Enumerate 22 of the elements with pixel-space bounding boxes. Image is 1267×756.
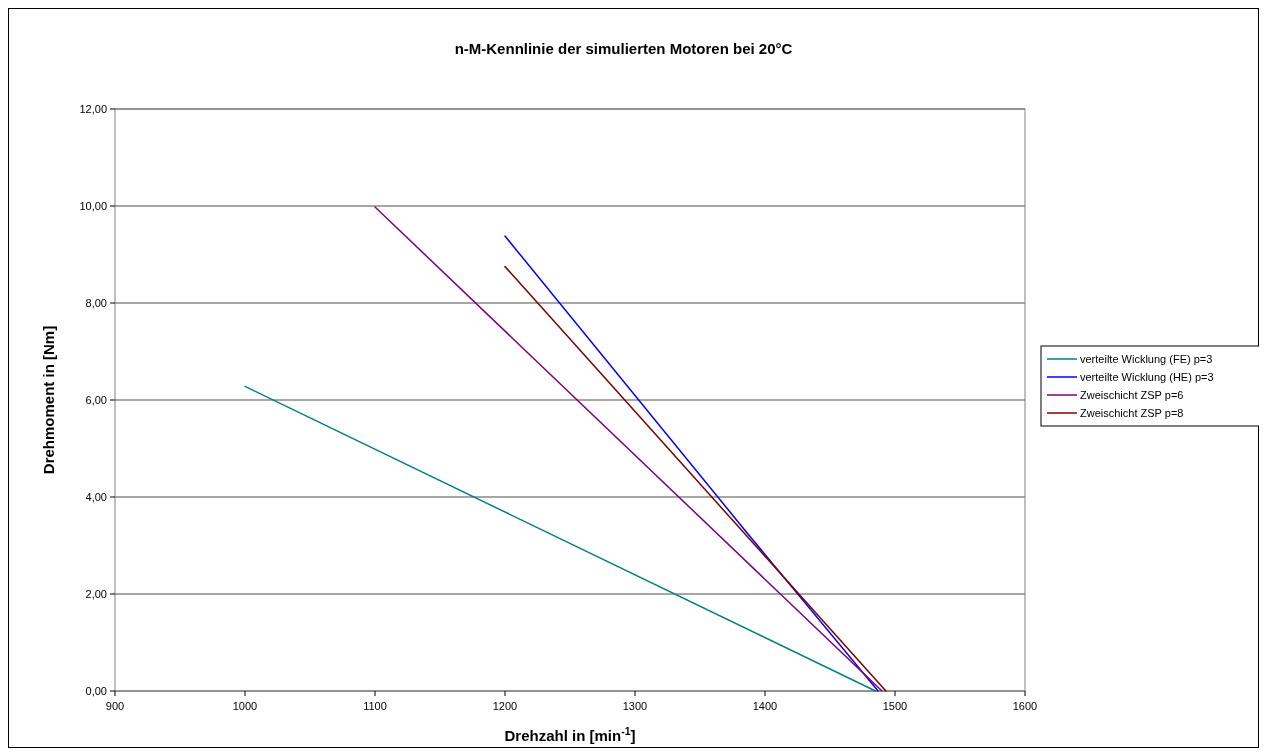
y-tick-label: 12,00 <box>79 103 107 115</box>
legend-label: verteilte Wicklung (HE) p=3 <box>1080 371 1214 383</box>
y-tick-label: 10,00 <box>79 200 107 212</box>
y-tick-label: 6,00 <box>85 394 107 406</box>
legend-label: verteilte Wicklung (FE) p=3 <box>1080 353 1213 365</box>
chart-title: n-M-Kennlinie der simulierten Motoren bei 20°C <box>454 40 793 57</box>
y-tick-label: 8,00 <box>85 297 107 309</box>
x-tick-label: 1300 <box>622 700 648 712</box>
legend-label: Zweischicht ZSP p=6 <box>1080 389 1184 401</box>
legend-label: Zweischicht ZSP p=8 <box>1080 407 1184 419</box>
y-axis-title: Drehmoment in [Nm] <box>40 325 57 475</box>
x-tick-label: 1100 <box>363 700 387 712</box>
x-tick-label: 1200 <box>492 700 518 712</box>
x-tick-label: 1500 <box>882 700 908 712</box>
y-tick-label: 4,00 <box>85 491 107 503</box>
y-tick-label: 2,00 <box>85 588 107 600</box>
x-tick-label: 900 <box>105 700 125 712</box>
x-tick-label: 1400 <box>752 700 778 712</box>
x-axis-title: Drehzahl in [min$^{-1}$] <box>504 725 636 744</box>
x-tick-label: 1000 <box>232 700 258 712</box>
y-tick-label: 0,00 <box>85 685 107 697</box>
x-tick-label: 1600 <box>1012 700 1038 712</box>
